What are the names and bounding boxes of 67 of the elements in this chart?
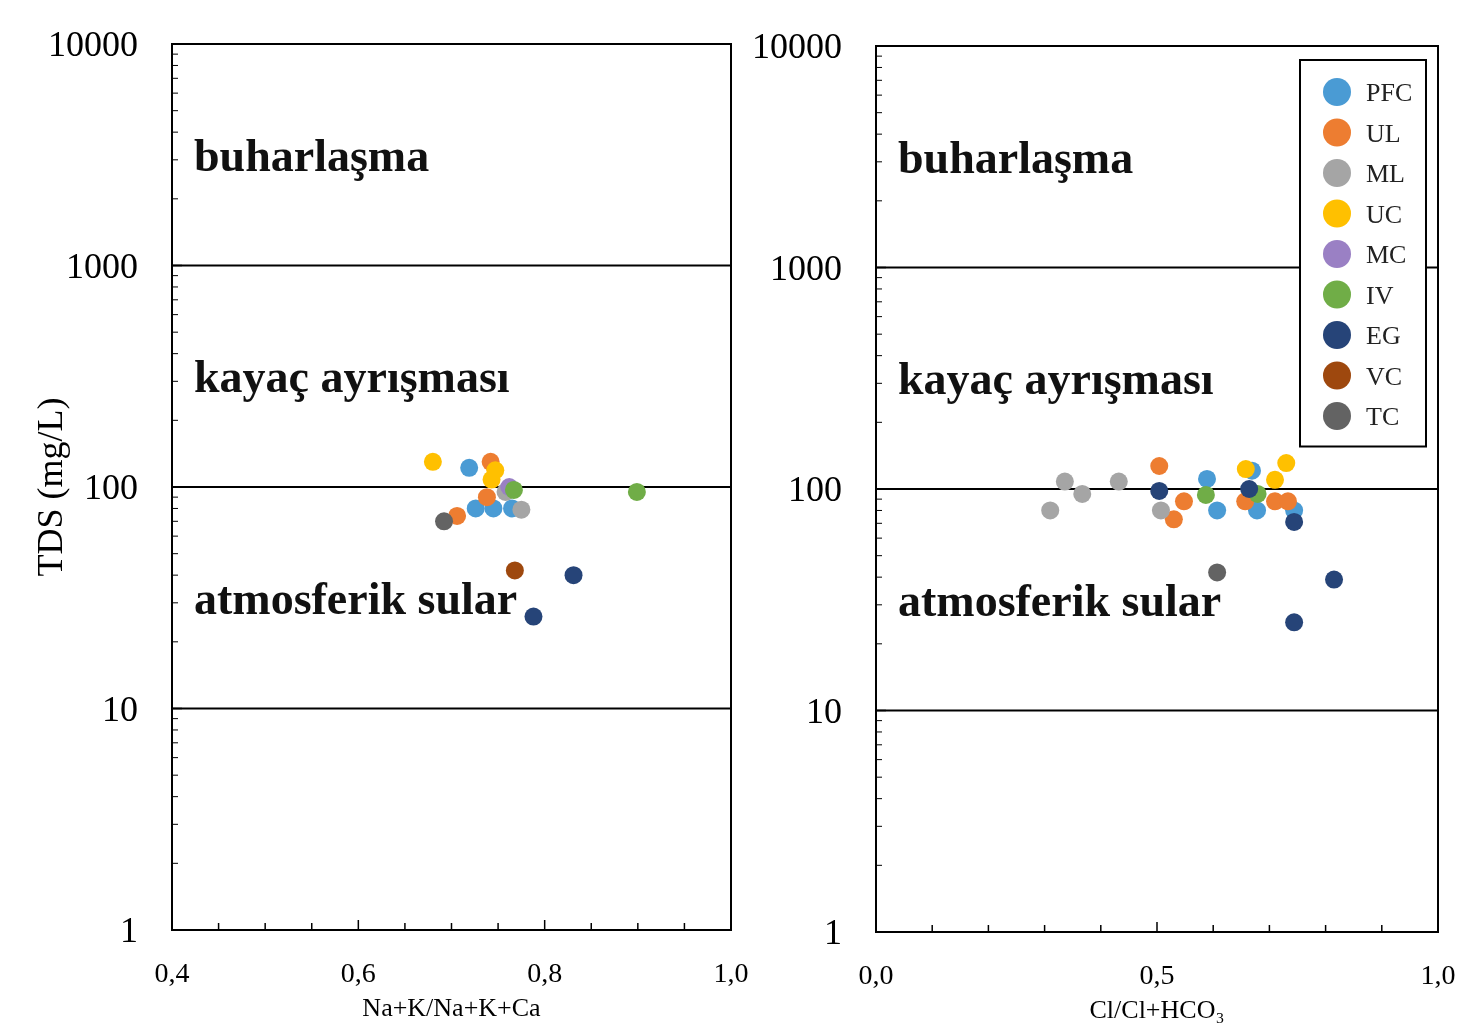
point bbox=[1174, 492, 1193, 511]
legend-label: TC bbox=[1366, 402, 1400, 431]
point bbox=[1196, 485, 1215, 504]
point bbox=[1109, 472, 1128, 491]
point bbox=[1151, 501, 1170, 520]
x-tick-label: 1,0 bbox=[1420, 959, 1456, 990]
point bbox=[423, 452, 442, 471]
annotation: atmosferik sular bbox=[898, 574, 1222, 626]
y-tick-label: 100 bbox=[84, 467, 138, 507]
y-tick-label: 1 bbox=[824, 912, 842, 952]
legend-label: MC bbox=[1366, 240, 1407, 269]
legend-label: VC bbox=[1366, 361, 1403, 391]
annotation: kayaç ayrışması bbox=[898, 353, 1214, 405]
point bbox=[1285, 512, 1304, 531]
point bbox=[1150, 481, 1169, 500]
point bbox=[1325, 570, 1344, 589]
x-tick-label: 0,4 bbox=[154, 957, 190, 988]
point bbox=[524, 607, 543, 626]
legend-label: UL bbox=[1366, 118, 1401, 148]
y-tick-label: 1000 bbox=[66, 245, 138, 286]
point bbox=[482, 470, 501, 489]
point bbox=[1198, 469, 1217, 488]
x-tick-label: 0,0 bbox=[858, 959, 894, 990]
legend-label: PFC bbox=[1366, 78, 1413, 107]
legend-label: UC bbox=[1366, 199, 1403, 229]
x-tick-label: 0,6 bbox=[340, 957, 376, 988]
x-tick-label: 0,8 bbox=[527, 957, 563, 988]
y-tick-label: 10000 bbox=[752, 26, 842, 66]
y-tick-label: 100 bbox=[788, 469, 842, 509]
annotation: kayaç ayrışması bbox=[194, 351, 510, 403]
legend-label: ML bbox=[1366, 159, 1405, 188]
point bbox=[1208, 563, 1227, 582]
y-tick-label: 10 bbox=[102, 688, 138, 729]
legend-label: EG bbox=[1366, 321, 1401, 350]
x-tick-label: 1,0 bbox=[713, 957, 749, 988]
point bbox=[1285, 613, 1304, 632]
y-tick-label: 10000 bbox=[48, 24, 138, 64]
y-tick-label: 1 bbox=[120, 910, 138, 950]
point bbox=[1150, 457, 1169, 476]
x-axis-title: Cl/Cl+HCO₃ bbox=[1089, 995, 1225, 1024]
point bbox=[1236, 460, 1255, 479]
point bbox=[460, 458, 479, 477]
point bbox=[435, 512, 454, 531]
point bbox=[466, 499, 485, 518]
y-tick-label: 10 bbox=[806, 690, 842, 731]
annotation: buharlaşma bbox=[194, 129, 430, 181]
y-axis-title: TDS (mg/L) bbox=[30, 397, 70, 577]
y-tick-label: 1000 bbox=[770, 247, 842, 288]
legend-label: IV bbox=[1366, 280, 1394, 310]
point bbox=[1041, 501, 1060, 520]
point bbox=[504, 480, 523, 499]
point bbox=[505, 561, 524, 580]
point bbox=[564, 566, 583, 585]
point bbox=[627, 482, 646, 501]
point bbox=[1277, 454, 1296, 473]
point bbox=[477, 488, 496, 507]
point bbox=[1073, 484, 1092, 503]
point bbox=[1164, 510, 1183, 529]
point bbox=[512, 500, 531, 519]
point bbox=[1055, 472, 1074, 491]
point bbox=[1208, 501, 1227, 520]
point bbox=[1240, 480, 1259, 498]
x-tick-label: 0,5 bbox=[1139, 959, 1175, 990]
annotation: atmosferik sular bbox=[194, 572, 518, 624]
point bbox=[1266, 470, 1285, 489]
x-axis-title: Na+K/Na+K+Ca bbox=[362, 993, 542, 1022]
annotation: buharlaşma bbox=[898, 131, 1134, 183]
